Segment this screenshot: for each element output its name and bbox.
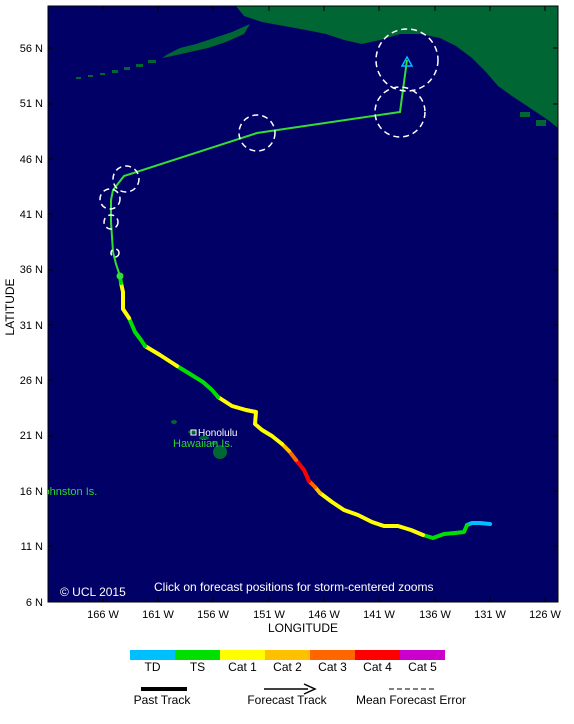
forecast-error-circles xyxy=(99,28,439,258)
map-frame xyxy=(47,5,559,603)
forecast-track-legend-arrow xyxy=(303,683,317,695)
forecast-position-circle[interactable] xyxy=(375,28,439,92)
forecast-position-circle[interactable] xyxy=(374,86,426,138)
past-track-segment xyxy=(216,395,284,446)
lat-tick-label: 11 N xyxy=(21,541,43,553)
forecast-end-arrow xyxy=(400,55,414,67)
legend-category-label: Cat 2 xyxy=(273,660,302,674)
past-track-legend-label: Past Track xyxy=(134,693,192,707)
alaska-landmass xyxy=(236,6,558,128)
latitude-tick-labels: 56 N 51 N 46 N 41 N 36 N 31 N 26 N 21 N … xyxy=(20,43,43,609)
forecast-position-circle[interactable] xyxy=(112,165,140,193)
past-track-segment xyxy=(143,344,179,368)
forecast-position-circle[interactable] xyxy=(110,248,120,258)
past-track-segment xyxy=(421,523,469,540)
lon-tick-label: 161 W xyxy=(142,609,174,621)
forecast-track-line xyxy=(110,59,408,277)
legend-category-label: Cat 4 xyxy=(363,660,392,674)
hawaiian-islands-label: Hawaiian Is. xyxy=(173,438,233,450)
past-track-segment xyxy=(119,281,131,320)
lon-tick-label: 136 W xyxy=(419,609,451,621)
honolulu-label: Honolulu xyxy=(198,428,237,439)
legend-category-label: Cat 1 xyxy=(228,660,257,674)
lon-tick-label: 141 W xyxy=(363,609,395,621)
past-track xyxy=(118,274,492,540)
lon-tick-label: 126 W xyxy=(529,609,561,621)
past-track-segment xyxy=(294,458,311,483)
legend-category-label: TD xyxy=(145,660,161,674)
hawaiian-islands xyxy=(171,420,227,459)
lat-tick-label: 6 N xyxy=(26,597,43,609)
latitude-tick-marks xyxy=(48,47,558,603)
copyright-text: © UCL 2015 xyxy=(60,585,126,599)
southeast-alaska-islands xyxy=(520,112,546,126)
lon-tick-label: 131 W xyxy=(474,609,506,621)
lon-tick-label: 166 W xyxy=(87,609,119,621)
johnston-island-label: Johnston Is. xyxy=(38,486,97,498)
lon-tick-label: 156 W xyxy=(197,609,229,621)
past-track-segment xyxy=(465,521,492,527)
past-track-segment xyxy=(175,364,220,399)
lat-tick-label: 26 N xyxy=(20,375,43,387)
legend-swatch xyxy=(265,650,310,660)
lat-tick-label: 41 N xyxy=(20,209,43,221)
alaska-peninsula xyxy=(162,24,250,58)
legend-swatch xyxy=(355,650,400,660)
legend-swatch xyxy=(400,650,445,660)
lat-tick-label: 16 N xyxy=(20,486,43,498)
legend-swatch xyxy=(130,650,175,660)
lat-tick-label: 46 N xyxy=(20,154,43,166)
lat-tick-label: 51 N xyxy=(20,98,43,110)
legend-category-label: TS xyxy=(190,660,205,674)
aleutian-islands xyxy=(76,60,156,79)
past-track-segment xyxy=(127,316,147,348)
honolulu-marker xyxy=(190,429,197,436)
legend-swatch xyxy=(310,650,355,660)
lon-tick-label: 151 W xyxy=(253,609,285,621)
zoom-hint-text: Click on forecast positions for storm-ce… xyxy=(154,580,433,594)
past-track-segment xyxy=(318,491,425,537)
error-legend-label: Mean Forecast Error xyxy=(356,693,466,707)
category-legend: TD TS Cat 1 Cat 2 Cat 3 Cat 4 Cat 5 xyxy=(130,650,445,674)
legend-category-label: Cat 3 xyxy=(318,660,347,674)
legend-category-label: Cat 5 xyxy=(408,660,437,674)
y-axis-title: LATITUDE xyxy=(3,278,17,335)
lon-tick-label: 146 W xyxy=(308,609,340,621)
legend-swatch xyxy=(175,650,220,660)
longitude-tick-marks xyxy=(102,6,546,602)
ocean-area xyxy=(48,6,558,602)
lat-tick-label: 31 N xyxy=(20,320,43,332)
forecast-position-circle[interactable] xyxy=(99,188,121,210)
forecast-track-legend-label: Forecast Track xyxy=(247,693,327,707)
current-position-dot[interactable] xyxy=(116,272,124,280)
forecast-position-circle[interactable] xyxy=(238,114,276,152)
legend-swatch xyxy=(220,650,265,660)
longitude-tick-labels: 166 W 161 W 156 W 151 W 146 W 141 W 136 … xyxy=(87,609,561,621)
lat-tick-label: 36 N xyxy=(20,264,43,276)
lat-tick-label: 21 N xyxy=(20,430,43,442)
forecast-position-circle[interactable] xyxy=(103,214,119,230)
x-axis-title: LONGITUDE xyxy=(268,621,338,635)
lat-tick-label: 56 N xyxy=(20,43,43,55)
